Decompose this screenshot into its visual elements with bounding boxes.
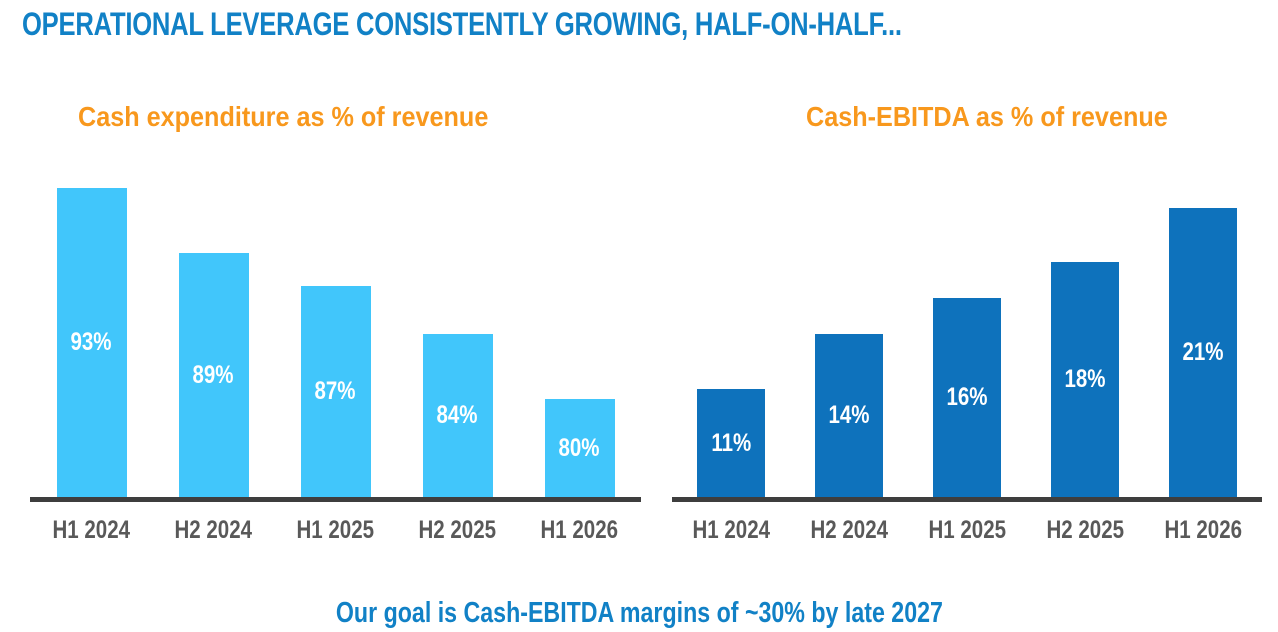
x-axis-labels-cash-ebitda: H1 2024 H2 2024 H1 2025 H2 2025 H1 2026 [672, 516, 1262, 545]
bar-h1-2025: 87% [300, 286, 371, 497]
plot-area-cash-expenditure: 93% 89% 87% 84% 80% [30, 172, 641, 497]
bar-h1-2026: 80% [544, 399, 615, 497]
x-axis-tick-h1-2024: H1 2024 [692, 516, 770, 545]
x-axis-tick-h1-2025: H1 2025 [297, 516, 375, 545]
x-axis-tick-label: H1 2024 [52, 516, 131, 544]
x-axis-tick-h2-2024: H2 2024 [175, 516, 253, 545]
bar-value-label: 89% [192, 360, 235, 389]
bar-h1-2024: 93% [56, 188, 127, 497]
chart-title-cash-expenditure: Cash expenditure as % of revenue [78, 101, 489, 132]
bar-value-label: 21% [1182, 338, 1224, 366]
goal-statement: Our goal is Cash-EBITDA margins of ~30% … [335, 597, 943, 629]
bar-value-label: 80% [558, 433, 601, 462]
bar-value-label: 16% [946, 383, 988, 411]
x-axis-tick-label: H1 2024 [692, 516, 770, 544]
x-axis-tick-h1-2024: H1 2024 [53, 516, 131, 545]
x-axis-labels-cash-expenditure: H1 2024 H2 2024 H1 2025 H2 2025 H1 2026 [30, 516, 641, 545]
x-axis-tick-h2-2025: H2 2025 [1046, 516, 1124, 545]
x-axis-tick-label: H2 2025 [1046, 516, 1124, 544]
x-axis-line-cash-expenditure [30, 497, 641, 502]
bar-value-label: 11% [711, 428, 751, 457]
x-axis-tick-label: H2 2024 [174, 516, 253, 544]
bar-h1-2024: 11% [697, 389, 765, 497]
bar-h1-2025: 16% [933, 298, 1001, 497]
x-axis-tick-h1-2026: H1 2026 [1164, 516, 1242, 545]
bar-h2-2024: 89% [178, 253, 249, 497]
x-axis-tick-label: H1 2025 [296, 516, 375, 544]
bar-value-label: 87% [314, 377, 357, 405]
bar-h2-2024: 14% [815, 334, 883, 497]
bar-value-label: 93% [70, 328, 113, 356]
x-axis-tick-label: H1 2026 [1164, 516, 1242, 544]
x-axis-tick-label: H1 2025 [928, 516, 1006, 544]
x-axis-tick-label: H1 2026 [540, 516, 619, 544]
bar-h2-2025: 18% [1051, 262, 1119, 497]
goal-statement-row: Our goal is Cash-EBITDA margins of ~30% … [0, 597, 1278, 630]
bar-h1-2026: 21% [1169, 208, 1237, 497]
slide-title: OPERATIONAL LEVERAGE CONSISTENTLY GROWIN… [22, 6, 902, 42]
plot-area-cash-ebitda: 11% 14% 16% 18% 21% [672, 172, 1262, 497]
x-axis-tick-h2-2024: H2 2024 [810, 516, 888, 545]
x-axis-tick-label: H2 2025 [418, 516, 497, 544]
x-axis-tick-label: H2 2024 [810, 516, 888, 544]
x-axis-tick-h1-2025: H1 2025 [928, 516, 1006, 545]
bar-value-label: 18% [1064, 365, 1106, 393]
bar-h2-2025: 84% [422, 334, 493, 497]
bar-value-label: 14% [828, 401, 870, 429]
x-axis-tick-h2-2025: H2 2025 [419, 516, 497, 545]
chart-title-cash-ebitda: Cash-EBITDA as % of revenue [806, 101, 1168, 132]
x-axis-line-cash-ebitda [672, 497, 1262, 502]
x-axis-tick-h1-2026: H1 2026 [541, 516, 619, 545]
bar-value-label: 84% [436, 401, 479, 429]
